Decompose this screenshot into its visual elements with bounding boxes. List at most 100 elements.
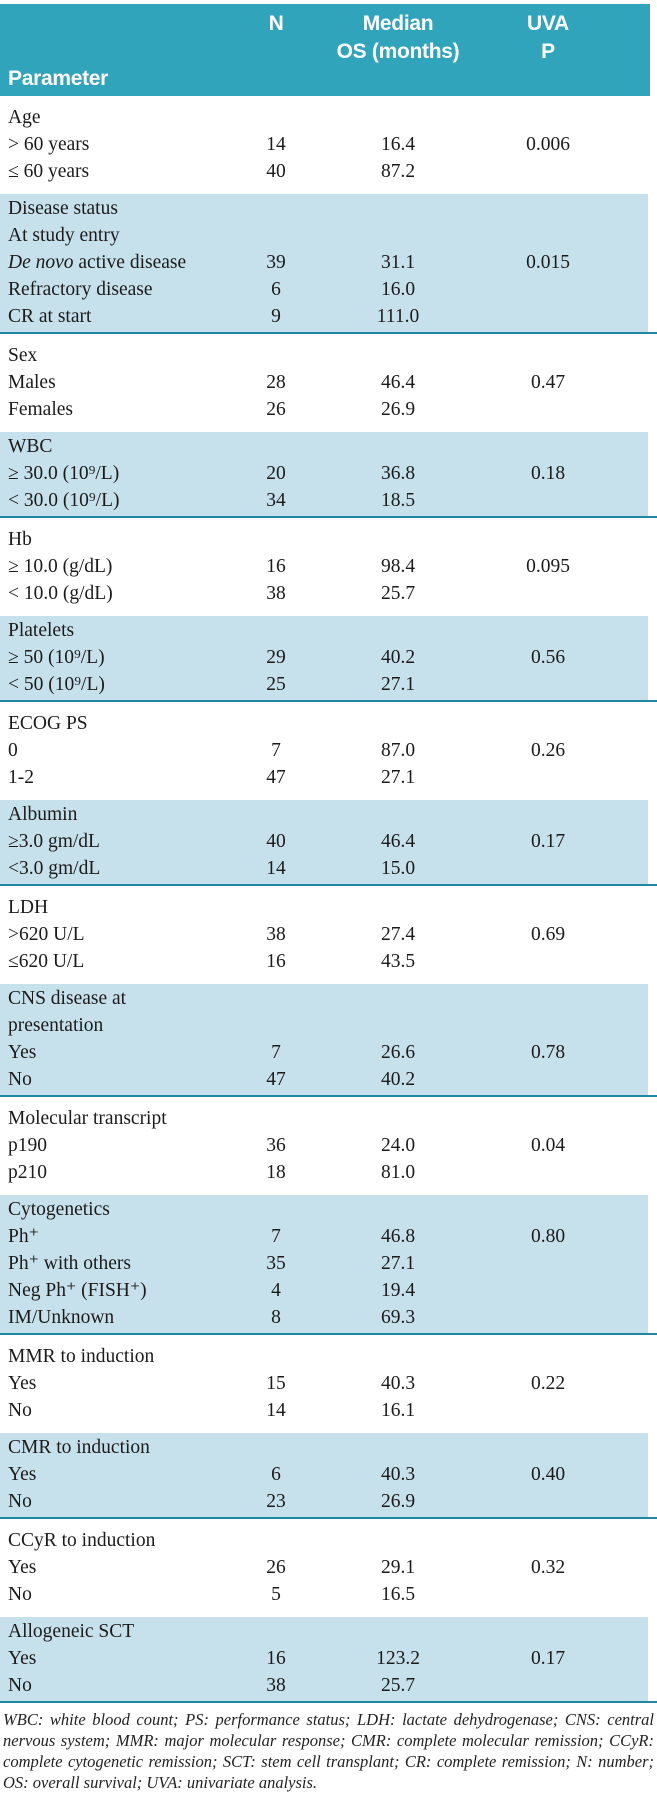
row-label-text: Yes (8, 1042, 37, 1063)
row-label: 0 (0, 737, 216, 764)
row-p (460, 1527, 636, 1554)
row-p (460, 580, 636, 607)
table-footnote: WBC: white blood count; PS: performance … (3, 1710, 654, 1792)
row-label: Allogeneic SCT (0, 1618, 216, 1645)
row-os: 25.7 (380, 1675, 416, 1696)
table-row: CNS disease at (0, 985, 657, 1012)
row-n: 16 (266, 556, 286, 577)
row-label: < 30.0 (10⁹/L) (0, 487, 216, 514)
row-n: 26 (266, 399, 286, 420)
row-label: > 60 years (0, 131, 216, 158)
row-label: CNS disease at (0, 985, 216, 1012)
row-label: Refractory disease (0, 276, 216, 303)
row-label-text: <3.0 gm/dL (8, 858, 101, 879)
table-row: Yes 26 29.1 0.32 (0, 1554, 657, 1581)
table-row: MMR to induction (0, 1343, 657, 1370)
row-label: No (0, 1066, 216, 1093)
row-label-text: < 30.0 (10⁹/L) (8, 490, 120, 511)
row-p (460, 1250, 636, 1277)
row-label-text: Disease status (8, 198, 118, 219)
table-row: Yes 6 40.3 0.40 (0, 1461, 657, 1488)
row-label: De novo active disease (0, 249, 216, 276)
row-label: CMR to induction (0, 1434, 216, 1461)
row-n: 6 (271, 1464, 281, 1485)
row-label-text: Albumin (8, 804, 78, 825)
row-label-text: Females (8, 399, 73, 420)
row-os: 87.2 (380, 161, 416, 182)
row-n: 7 (271, 1226, 281, 1247)
row-label-text: CNS disease at (8, 988, 127, 1009)
row-p (460, 1304, 636, 1331)
row-label: Ph⁺ with others (0, 1250, 216, 1277)
row-label-text: Males (8, 372, 56, 393)
table-row: IM/Unknown 8 69.3 (0, 1304, 657, 1331)
row-p (460, 104, 636, 131)
row-n: 38 (266, 924, 286, 945)
row-n (216, 894, 336, 921)
row-os (336, 1012, 460, 1039)
row-label: IM/Unknown (0, 1304, 216, 1331)
table-row: <3.0 gm/dL 14 15.0 (0, 855, 657, 882)
row-os (336, 1343, 460, 1370)
table-row: p210 18 81.0 (0, 1159, 657, 1186)
row-label-text: MMR to induction (8, 1346, 155, 1367)
table-row: No 38 25.7 (0, 1672, 657, 1699)
table-row: Females 26 26.9 (0, 396, 657, 423)
row-p (460, 1066, 636, 1093)
row-os: 40.2 (380, 1069, 416, 1090)
row-os (336, 1196, 460, 1223)
row-n: 20 (266, 463, 286, 484)
row-n (216, 526, 336, 553)
table-row: Molecular transcript (0, 1105, 657, 1132)
col-header-uva-line1: UVA (527, 12, 569, 35)
row-label: p210 (0, 1159, 216, 1186)
row-p (460, 1196, 636, 1223)
col-header-median-line1: Median (362, 12, 434, 35)
row-label: Neg Ph⁺ (FISH⁺) (0, 1277, 216, 1304)
row-n (216, 1343, 336, 1370)
row-label: Molecular transcript (0, 1105, 216, 1132)
row-p (460, 985, 636, 1012)
row-label-text: ≥ 30.0 (10⁹/L) (8, 463, 120, 484)
row-os: 15.0 (380, 858, 416, 879)
row-label: < 10.0 (g/dL) (0, 580, 216, 607)
row-os (336, 222, 460, 249)
row-label-text: Hb (8, 529, 32, 550)
table-row: Allogeneic SCT (0, 1618, 657, 1645)
row-os: 24.0 (380, 1135, 416, 1156)
table-row: CCyR to induction (0, 1527, 657, 1554)
row-label-text: At study entry (8, 225, 120, 246)
row-p (460, 764, 636, 791)
row-os (336, 710, 460, 737)
row-n: 47 (266, 1069, 286, 1090)
row-p (460, 1012, 636, 1039)
row-label: Yes (0, 1370, 216, 1397)
table-row: CMR to induction (0, 1434, 657, 1461)
row-os: 18.5 (380, 490, 416, 511)
row-os (336, 1618, 460, 1645)
row-label: No (0, 1581, 216, 1608)
row-os: 25.7 (380, 583, 416, 604)
row-p (460, 801, 636, 828)
row-os: 27.4 (380, 924, 416, 945)
row-label-text: p210 (8, 1162, 47, 1183)
table-row: LDH (0, 894, 657, 921)
row-label-text: 0 (8, 740, 18, 761)
row-os: 69.3 (380, 1307, 416, 1328)
table-row: Refractory disease 6 16.0 (0, 276, 657, 303)
section-molecular-transcript: Molecular transcript p190 36 24.0 0.04 p210 18… (0, 1097, 657, 1195)
row-os: 43.5 (380, 951, 416, 972)
row-p (460, 396, 636, 423)
row-label: Yes (0, 1645, 216, 1672)
row-label-text: Refractory disease (8, 279, 153, 300)
row-label-text: ≤ 60 years (8, 161, 90, 182)
row-n: 36 (266, 1135, 286, 1156)
row-p: 0.18 (530, 463, 566, 484)
table-row: CR at start 9 111.0 (0, 303, 657, 330)
section-ccyr-to-induction: CCyR to induction Yes 26 29.1 0.32 No 5 16.5 (0, 1519, 657, 1617)
table-row: Neg Ph⁺ (FISH⁺) 4 19.4 (0, 1277, 657, 1304)
row-n (216, 1105, 336, 1132)
col-header-parameter: Parameter (8, 67, 109, 90)
row-p: 0.015 (526, 252, 570, 273)
table-row: >620 U/L 38 27.4 0.69 (0, 921, 657, 948)
